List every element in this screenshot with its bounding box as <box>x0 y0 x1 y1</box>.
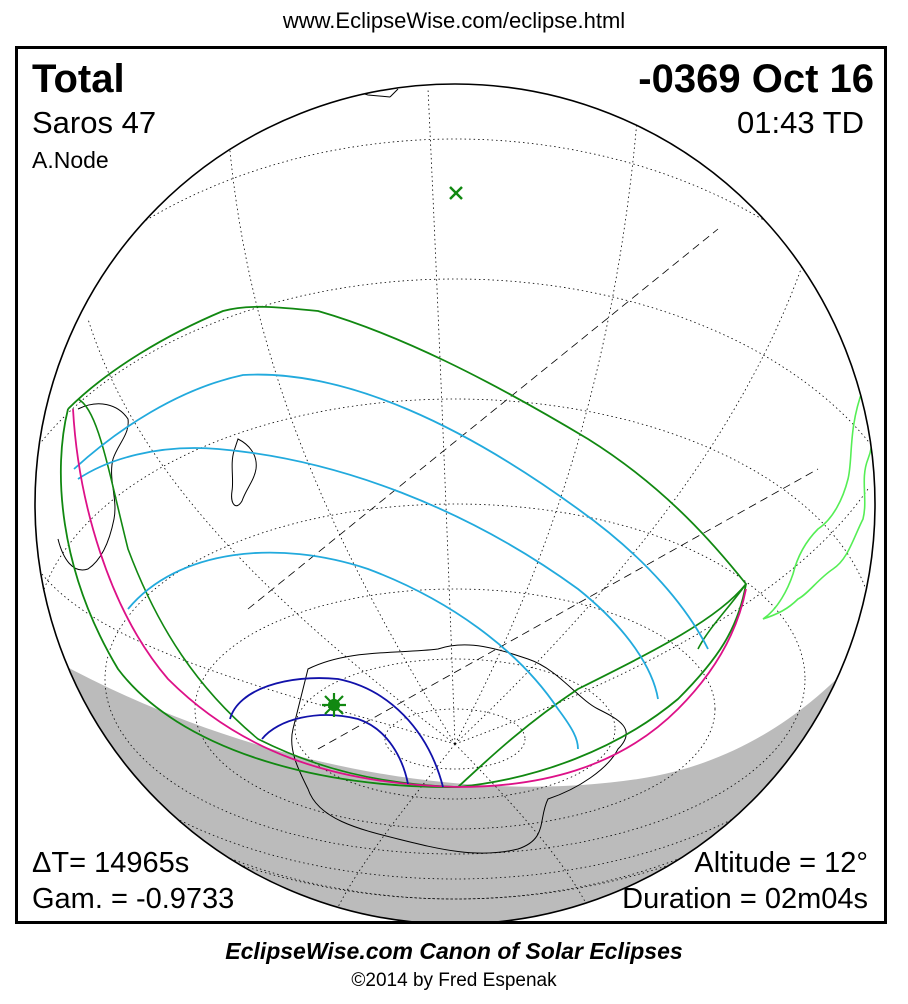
magnitude-bands <box>73 373 709 750</box>
reference-line <box>317 468 819 750</box>
canon-title: EclipseWise.com Canon of Solar Eclipses <box>225 938 683 964</box>
umbral-limit <box>261 714 409 785</box>
umbral-limit <box>229 677 444 788</box>
star-burst-icon <box>322 693 346 717</box>
eclipse-map-frame: Total Saros 47 A.Node -0369 Oct 16 01:43… <box>15 46 887 924</box>
eclipse-duration: Duration = 02m04s <box>622 883 868 915</box>
new-zealand-outline <box>231 438 257 507</box>
eclipse-type: Total <box>32 57 125 101</box>
meridian <box>37 568 456 745</box>
penumbral-limit-inner <box>697 583 747 650</box>
meridian <box>427 88 456 745</box>
antarctica-outline <box>291 644 627 854</box>
gamma-value: Gam. = -0.9733 <box>32 883 235 915</box>
meridian <box>87 318 456 745</box>
x-mark-icon <box>449 186 463 200</box>
penumbral-limit-inner <box>77 398 459 788</box>
magnitude-band <box>73 373 709 650</box>
meridian <box>227 128 456 745</box>
meridian <box>454 488 869 745</box>
latitude-circle <box>35 398 875 880</box>
graticule <box>35 88 875 921</box>
eclipse-date: -0369 Oct 16 <box>638 57 874 101</box>
sun-altitude: Altitude = 12° <box>694 847 868 879</box>
saros-number: Saros 47 <box>32 105 157 140</box>
sunrise-sunset-curve <box>72 408 747 788</box>
copyright: ©2014 by Fred Espenak <box>351 970 557 991</box>
globe-disk <box>35 84 875 921</box>
penumbral-limit-north <box>67 305 748 788</box>
reference-lines <box>247 228 819 750</box>
magnitude-band <box>77 447 659 700</box>
site-url: www.EclipseWise.com/eclipse.html <box>282 8 626 33</box>
latitude-circle <box>194 588 716 830</box>
latitude-circle <box>384 708 526 770</box>
penumbral-limit-south <box>59 408 747 788</box>
reference-line <box>247 228 719 610</box>
latitude-circle <box>35 138 875 900</box>
globe-map <box>34 83 876 921</box>
meridian <box>454 108 639 745</box>
delta-t: ΔT= 14965s <box>32 847 190 879</box>
node-label: A.Node <box>32 147 109 173</box>
eclipse-time: 01:43 TD <box>737 105 864 140</box>
magnitude-band <box>127 551 579 750</box>
umbral-path <box>229 677 444 788</box>
latitude-circle <box>294 658 616 800</box>
latitude-circle <box>104 503 806 855</box>
landmass-east-outline <box>762 386 874 620</box>
globe-rim <box>34 83 876 921</box>
